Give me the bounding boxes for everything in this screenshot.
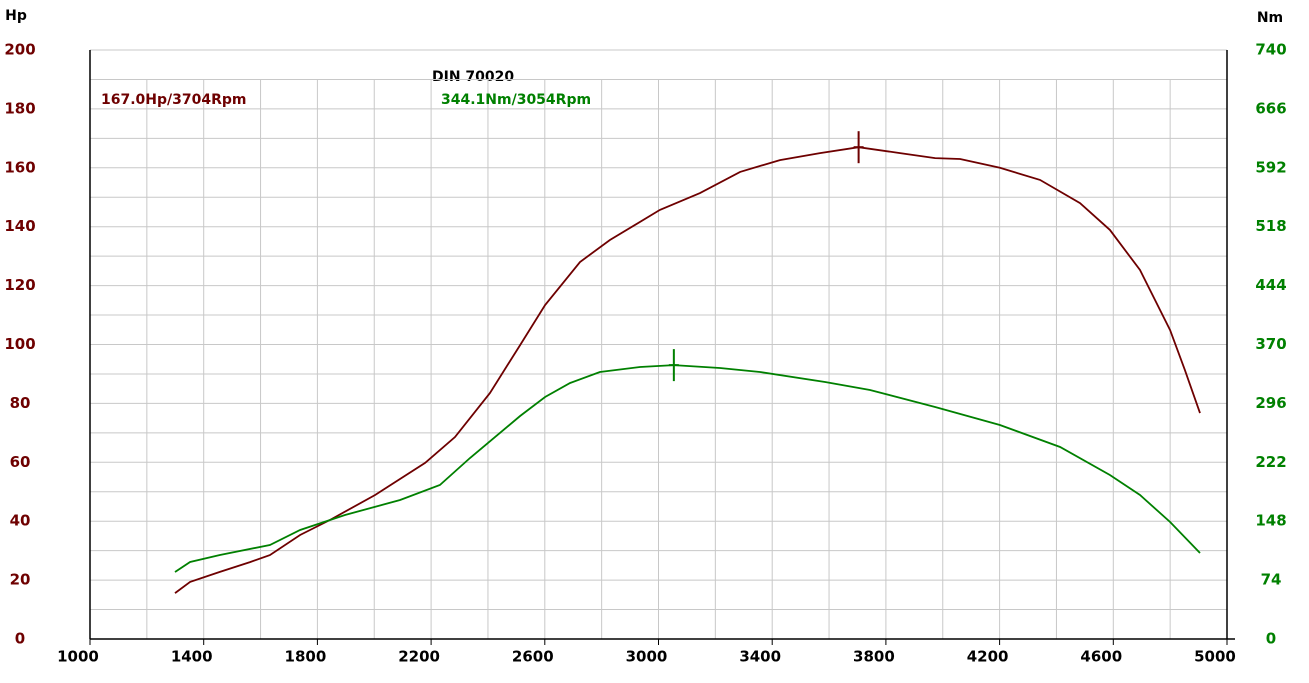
x-tick-label: 2200 — [398, 648, 440, 666]
y2-axis-label: Nm — [1257, 10, 1283, 26]
y2-tick-label: 370 — [1255, 335, 1286, 353]
x-tick-label: 4200 — [967, 648, 1009, 666]
y-tick-label: 60 — [10, 453, 31, 471]
y-tick-label: 140 — [4, 217, 35, 235]
y-tick-label: 180 — [4, 99, 35, 117]
x-tick-label: 2600 — [512, 648, 554, 666]
y-tick-label: 100 — [4, 335, 35, 353]
y2-tick-label: 444 — [1255, 276, 1286, 294]
y-tick-label: 20 — [10, 571, 31, 589]
peak-marker — [853, 131, 864, 164]
y2-tick-label: 222 — [1255, 453, 1286, 471]
x-tick-label: 3400 — [739, 648, 781, 666]
x-tick-label: 3800 — [853, 648, 895, 666]
y-axis-label: Hp — [5, 8, 27, 24]
x-tick-label: 5000 — [1194, 648, 1236, 666]
series-line — [174, 146, 1201, 594]
y2-tick-label: 666 — [1255, 99, 1286, 117]
chart-title: DIN 70020 — [432, 69, 514, 85]
y2-tick-label: 0 — [1266, 630, 1276, 648]
x-tick-label: 1400 — [171, 648, 213, 666]
y2-tick-label: 148 — [1255, 512, 1286, 530]
y-tick-label: 120 — [4, 276, 35, 294]
peak-label: 344.1Nm/3054Rpm — [441, 92, 591, 108]
x-tick-label: 4600 — [1080, 648, 1122, 666]
y-tick-label: 0 — [15, 630, 25, 648]
y-tick-label: 80 — [10, 394, 31, 412]
y2-tick-label: 592 — [1255, 158, 1286, 176]
y-tick-label: 160 — [4, 158, 35, 176]
peak-label: 167.0Hp/3704Rpm — [101, 92, 247, 108]
series-line — [174, 364, 1201, 573]
y2-tick-label: 518 — [1255, 217, 1286, 235]
x-tick-label: 1800 — [285, 648, 327, 666]
y-tick-label: 200 — [4, 41, 35, 59]
y2-tick-label: 296 — [1255, 394, 1286, 412]
x-tick-label: 1000 — [57, 648, 99, 666]
y-tick-label: 40 — [10, 512, 31, 530]
peak-marker — [668, 349, 679, 382]
y2-tick-label: 74 — [1261, 571, 1282, 589]
x-tick-label: 3000 — [626, 648, 668, 666]
y2-tick-label: 740 — [1255, 41, 1286, 59]
